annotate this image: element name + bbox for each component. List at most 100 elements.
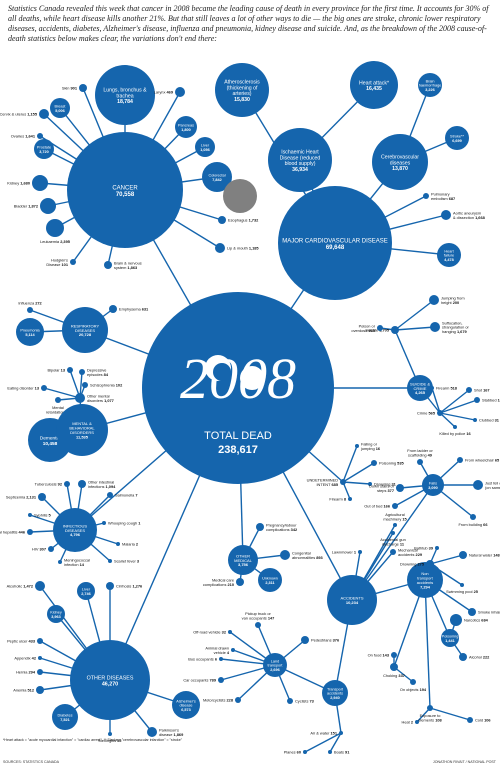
accidents-exposure-to-elements-label: Exposure to elements 108 bbox=[418, 713, 442, 722]
accidents-natural-water-bubble bbox=[459, 551, 467, 559]
accidents-non-transport-accidents-label: Non transport accidents 7,294 bbox=[417, 571, 434, 589]
infect-whooping-cough-label: Whooping cough 1 bbox=[108, 521, 141, 526]
infect-scarlet-fever-label: Scarlet fever 3 bbox=[114, 559, 140, 564]
accidents-on-objects-bubble bbox=[410, 679, 416, 685]
other-kidney-label: Kidney 3,963 bbox=[50, 611, 62, 619]
other-anemia-label: Anemia 512 bbox=[13, 688, 35, 693]
group-accidents-bubble bbox=[327, 575, 377, 625]
resp-emphysema-bubble bbox=[109, 305, 117, 313]
infect-malaria-bubble bbox=[116, 542, 120, 546]
accidents-pickup-truck-or-van-occupants-bubble bbox=[255, 622, 261, 628]
cancer-leukaemia-label: Leukaemia 2,395 bbox=[40, 239, 71, 244]
cancer-prostate-label: Prostate 3,720 bbox=[37, 146, 51, 154]
accidents-boats-bubble bbox=[328, 750, 332, 754]
cancer-liver-bubble bbox=[195, 137, 215, 157]
infect-whooping-cough-bubble bbox=[102, 521, 106, 525]
connector-line bbox=[342, 481, 371, 485]
connector-line bbox=[439, 389, 470, 414]
accidents-smoke-inhalation-label: Smoke inhalation 275 bbox=[478, 610, 500, 615]
mental-bipolar-bubble bbox=[67, 367, 73, 373]
cancer-leukaemia-bubble bbox=[46, 219, 64, 237]
accidents-animal-drawn-vehicle-label: Animal drawn vehicle 4 bbox=[205, 646, 229, 655]
cancer-bladder-label: Bladder 1,872 bbox=[14, 204, 39, 209]
mental-depressive-episodes-label: Depressive episodes 84 bbox=[87, 368, 109, 377]
cardio-brain-haemorrhage-label: Brain haemorrhage 3,226 bbox=[419, 79, 442, 92]
infect-hiv-label: HIV 307 bbox=[32, 547, 46, 552]
year-label: 2008 bbox=[180, 346, 296, 411]
accidents-heat-label: Heat 2 bbox=[402, 720, 414, 725]
cancer-colorectal-bubble bbox=[202, 162, 232, 192]
cardio-ischaemic-heart-disease-reduced-blood-supply-label: Ischaemic Heart Disease (reduced blood sup… bbox=[280, 150, 321, 173]
other-alcoholic-label: Alcoholic 1,472 bbox=[7, 584, 34, 589]
cardio-aortic-aneurysm-dissection-bubble bbox=[441, 210, 451, 220]
group-cardio-label: MAJOR CARDIOVASCULAR DISEASE 69,648 bbox=[282, 238, 388, 251]
accidents-just-fell-over-on-same-level-label: Just fell over(on same level) 858 bbox=[485, 481, 500, 490]
infect-salmonella-label: Salmonella 7 bbox=[115, 493, 138, 498]
mental-eating-disorder-bubble bbox=[41, 385, 47, 391]
cardio-atherosclerosis-thickening-of-arteries-label: Atherosclerosis (thickening of arteries) 15… bbox=[224, 80, 260, 103]
accidents-bus-occupants-bubble bbox=[219, 657, 223, 661]
accidents-cold-label: Cold 106 bbox=[475, 718, 491, 723]
cardio-pulmonary-embolism-label: Pulmonary embolism 687 bbox=[431, 192, 455, 201]
accidents-on-food-bubble bbox=[391, 652, 397, 658]
suicide-killed-by-police-bubble bbox=[453, 425, 457, 429]
accidents-pedestrians-label: Pedestrians 376 bbox=[311, 638, 340, 643]
cancer-cervix-uterus-bubble bbox=[39, 109, 49, 119]
accidents-exposure-to-elements-bubble bbox=[427, 705, 433, 711]
suicide-suicide-bubble bbox=[391, 326, 399, 334]
accidents-accidental-gun-discharge-label: Accidental gun discharge 11 bbox=[380, 537, 406, 546]
accidents-pickup-truck-or-van-occupants-label: Pickup truck or van occupants 147 bbox=[242, 611, 275, 620]
cancer-lip-mouth-bubble bbox=[215, 243, 225, 253]
undetermined-firearm-label: Firearm 8 bbox=[329, 497, 346, 502]
suicide-crime-label: Crime 565 bbox=[417, 411, 436, 416]
suicide-suffocation-strangulation-or-hanging-label: Suffocation, strangulation or hanging 1,67… bbox=[442, 320, 470, 334]
mental-schizophrenia-bubble bbox=[82, 382, 88, 388]
cardio-pulmonary-embolism-bubble bbox=[423, 193, 429, 199]
mental-mental-retardation-bubble bbox=[55, 397, 61, 403]
other-alcoholic-bubble bbox=[35, 581, 45, 591]
suicide-shot-bubble bbox=[466, 387, 472, 393]
accidents-smoke-inhalation-bubble bbox=[468, 608, 476, 616]
group-infect-label: INFECTIOUS DISEASES 4,796 bbox=[63, 523, 88, 537]
group-suicide-label: SUICIDE & CRIME 4,265 bbox=[410, 381, 430, 395]
total-title: TOTAL DEAD bbox=[204, 430, 272, 442]
suicide-poison-or-overdose-label: Poison or overdose 935 bbox=[351, 324, 375, 333]
suicide-clubbed-bubble bbox=[473, 418, 477, 422]
year-blotch-inner bbox=[213, 363, 231, 381]
other-liver-bubble bbox=[77, 582, 95, 600]
mental-eating-disorder-label: Eating disorder 13 bbox=[7, 386, 39, 391]
other-parkinson-s-disease-bubble bbox=[147, 727, 157, 737]
accidents-natural-water-label: Natural water 148 bbox=[469, 553, 500, 558]
other-meningitis-bubble bbox=[108, 732, 112, 736]
accidents-cyclists-label: Cyclists 73 bbox=[295, 699, 315, 704]
accidents-from-building-bubble bbox=[470, 514, 476, 520]
accidents-alcohol-bubble bbox=[459, 653, 467, 661]
connector-line bbox=[342, 445, 358, 483]
other-hernia-label: Hernia 294 bbox=[16, 670, 36, 675]
cancer-skin-bubble bbox=[79, 84, 87, 92]
group-cardio-bubble bbox=[278, 186, 392, 300]
resp-influenza-label: Influenza 272 bbox=[18, 301, 42, 306]
cancer-ovaries-label: Ovaries 1,641 bbox=[11, 134, 36, 139]
group-accidents-label: ACCIDENTS 10,234 bbox=[340, 596, 363, 605]
connector-line bbox=[43, 387, 81, 399]
accidents-narcotics-label: Narcotics 684 bbox=[464, 618, 489, 623]
suicide-firearm-label: Firearm 518 bbox=[436, 386, 458, 391]
group-medical-label: OTHER MEDICAL 3,756 bbox=[234, 553, 253, 567]
infect-other-intestinal-infections-label: Other intestinal infections 1,094 bbox=[88, 480, 116, 489]
accidents-drowning-label: Drowning 275 bbox=[400, 562, 425, 567]
medical-medical-care-complications-bubble bbox=[236, 578, 244, 586]
accidents-out-of-bed-bubble bbox=[392, 503, 398, 509]
connector-line bbox=[342, 481, 351, 500]
source-credit: SOURCES: STATISTICS CANADA bbox=[3, 760, 59, 764]
resp-influenza-bubble bbox=[27, 307, 33, 313]
other-alzheimer-s-disease-bubble bbox=[172, 691, 200, 719]
group-medical-bubble bbox=[228, 545, 258, 575]
accidents-pedestrians-bubble bbox=[301, 636, 309, 644]
accidents-falls-label: Falls 3,090 bbox=[428, 482, 438, 490]
medical-medical-care-complications-label: Medical care complications 210 bbox=[203, 578, 234, 587]
cancer-prostate-bubble bbox=[34, 139, 54, 159]
connector-line bbox=[394, 326, 436, 331]
undetermined-drowning-label: Drowning 31 bbox=[374, 482, 397, 487]
suicide-jumping-from-height-label: Jumping from height 200 bbox=[441, 296, 465, 305]
